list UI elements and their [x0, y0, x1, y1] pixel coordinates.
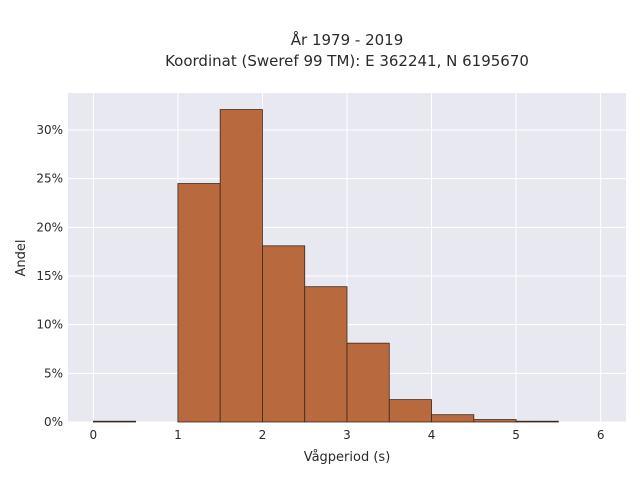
y-tick-label: 30%: [36, 123, 63, 137]
y-tick-label: 15%: [36, 269, 63, 283]
x-axis-ticks: 0 1 2 3 4 5 6: [90, 428, 605, 442]
histogram-bar: [388, 399, 432, 423]
x-tick-label: 3: [343, 428, 351, 442]
x-tick-label: 4: [428, 428, 436, 442]
x-tick-label: 5: [512, 428, 520, 442]
y-axis-label: Andel: [14, 240, 29, 277]
histogram-bar: [515, 420, 559, 423]
chart-title-line-1: År 1979 - 2019: [291, 30, 404, 49]
x-tick-label: 1: [174, 428, 182, 442]
y-tick-label: 10%: [36, 318, 63, 332]
histogram-bar: [431, 414, 475, 423]
histogram-bar: [262, 245, 306, 423]
x-tick-label: 2: [259, 428, 267, 442]
y-tick-label: 5%: [44, 366, 63, 380]
histogram-bar: [346, 342, 390, 423]
x-axis-label: Vågperiod (s): [304, 450, 391, 465]
histogram-bar: [92, 420, 137, 423]
x-tick-label: 6: [597, 428, 605, 442]
histogram-bar: [219, 109, 263, 423]
histogram-bar: [473, 419, 517, 423]
y-tick-label: 0%: [44, 415, 63, 429]
y-tick-label: 25%: [36, 172, 63, 186]
y-tick-label: 20%: [36, 220, 63, 234]
y-axis-ticks: 0% 5% 10% 15% 20% 25% 30%: [36, 123, 63, 429]
histogram-bar: [177, 183, 221, 423]
chart-title-line-2: Koordinat (Sweref 99 TM): E 362241, N 61…: [165, 52, 529, 70]
histogram-bars: [92, 109, 559, 423]
histogram-bar: [304, 286, 348, 423]
x-tick-label: 0: [90, 428, 98, 442]
